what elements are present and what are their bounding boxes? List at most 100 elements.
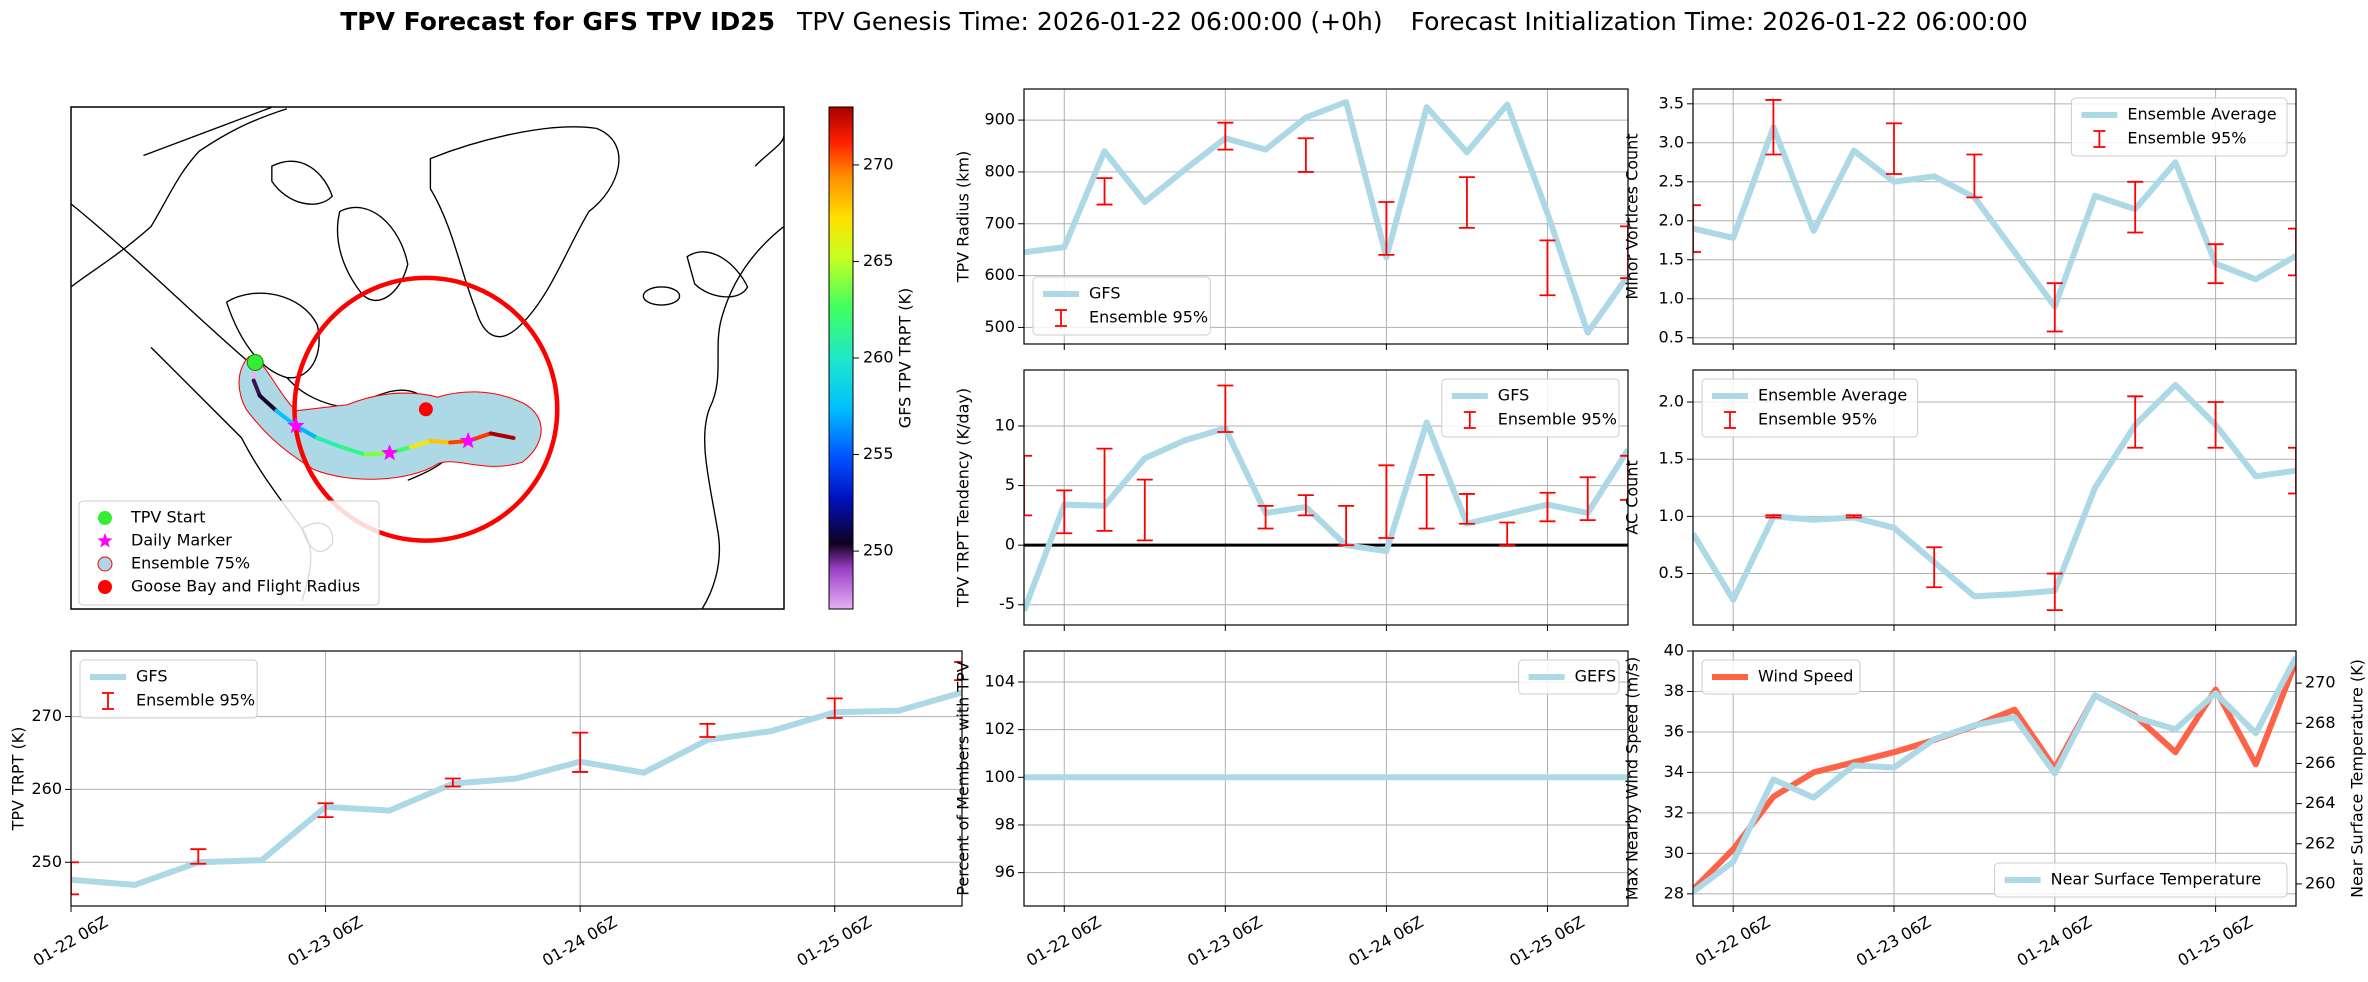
legend-box [1701,378,1919,438]
error-bar [954,661,962,682]
legend-marker [98,511,112,525]
daily-marker [381,444,399,461]
colorbar [828,106,854,610]
x-tick-label: 01-25 06Z [794,912,875,970]
legend: Wind Speed [1701,659,1861,695]
y-tick-label: 250 [31,852,62,871]
legend: Ensemble Average Ensemble 95% [1701,378,1919,438]
axes-frame [1692,88,2297,345]
error-bar [1096,447,1113,532]
error-bar [2046,282,2063,333]
legend-marker [97,556,113,572]
x-tick-label: 01-22 06Z [1023,912,1104,970]
legend-label: Near Surface Temperature [2051,870,2262,889]
error-bar [1579,476,1596,522]
error-bar [1539,239,1556,297]
error-bar [1765,99,1782,156]
legend: Ensemble Average Ensemble 95% [2070,97,2288,157]
tpv-start [246,353,264,371]
legend-swatch [102,692,114,710]
y-tick-label: 800 [984,161,1015,180]
legend-label: Daily Marker [131,531,232,550]
series-line [1693,655,2296,895]
legend: GFS Ensemble 95% [1441,378,1620,438]
y2-axis-label: Near Surface Temperature (K) [2348,659,2367,898]
y2-tick-label: 262 [2305,833,2336,852]
legend-label: GFS [1498,386,1529,405]
colorbar-tick-label: 250 [863,541,894,560]
series-line [1693,660,2296,892]
x-tick-label: 01-24 06Z [539,912,620,970]
error-bar [1136,478,1153,542]
error-bar [1966,153,1983,199]
plot-area [71,661,962,896]
error-bar [1539,491,1556,523]
y-tick-label: -5 [999,594,1015,613]
series-line [1693,381,2296,603]
x-tick-label: 01-22 06Z [30,912,111,970]
y-tick-label: 28 [1664,883,1684,902]
legend-swatch [1724,411,1736,429]
y2-tick-label: 268 [2305,713,2336,732]
legend-label: Ensemble 75% [131,554,250,573]
legend-label: Ensemble 95% [1498,410,1617,429]
legend-label: TPV Start [130,508,206,527]
error-bar [1765,514,1782,519]
legend-box [1701,659,1861,695]
track-segment [257,393,279,413]
plot-area [1693,99,2296,333]
legend-swatch [1463,411,1476,429]
panel: 0.5 1.0 1.5 2.0 2.5 3.0 3.5 Minor Vortices Coun… [1623,88,2297,350]
y-tick-label: 38 [1664,681,1684,700]
error-bar [2046,572,2063,612]
legend-marker [98,580,112,594]
goose-bay [418,402,433,417]
legend-label: Ensemble 95% [1089,308,1208,327]
y-axis-label: Max Nearby Wind Speed (m/s) [1623,657,1642,900]
y-tick-label: 100 [984,767,1015,786]
legend-label: Ensemble 95% [2127,129,2246,148]
map-overlays [238,275,560,543]
error-bar [71,861,79,896]
panel: -5 0 5 10 TPV TRPT Tendency (K/day) GFS Ensemb… [954,369,1629,631]
colorbar-tick-label: 260 [863,348,894,367]
daily-marker [287,416,305,434]
error-bar [1620,225,1628,280]
map-legend-box [78,500,380,606]
x-tick-label: 01-23 06Z [1184,912,1265,970]
title-genesis: TPV Genesis Time: 2026-01-22 06:00:00 (+… [796,7,1383,36]
plot-area [1024,384,1628,612]
y-tick-label: 34 [1664,762,1684,781]
error-bar [1845,514,1862,519]
axes-frame [1692,369,2297,626]
error-bar [2288,227,2296,277]
legend-marker [97,533,113,548]
axes-frame [1692,650,2297,907]
error-bar [1338,504,1355,547]
axes-frame [70,650,963,907]
legend-box [1518,659,1620,695]
plot-area [1693,655,2296,895]
error-bar [1458,176,1475,229]
y2-tick-label: 266 [2305,753,2336,772]
track-segment [428,438,453,445]
y-tick-label: 500 [984,317,1015,336]
axes-frame [1023,650,1629,907]
y-tick-label: 30 [1664,843,1684,862]
error-bar [1378,464,1395,539]
y-tick-label: 0.5 [1659,563,1684,582]
colorbar-tick-label: 270 [863,154,894,173]
legend-box [2070,97,2288,157]
legend-swatch [1055,309,1067,327]
error-bar [699,722,716,738]
legend-label: Ensemble 95% [1758,410,1877,429]
y-tick-label: 900 [984,110,1015,129]
y-axis-label: TPV TRPT (K) [9,727,28,832]
legend-label: Wind Speed [1758,667,1853,686]
error-bar [317,802,334,819]
y-tick-label: 5 [1005,475,1015,494]
title-main: TPV Forecast for GFS TPV ID25 [340,7,775,36]
error-bar [1096,177,1113,206]
legend-label: Ensemble 95% [136,691,255,710]
